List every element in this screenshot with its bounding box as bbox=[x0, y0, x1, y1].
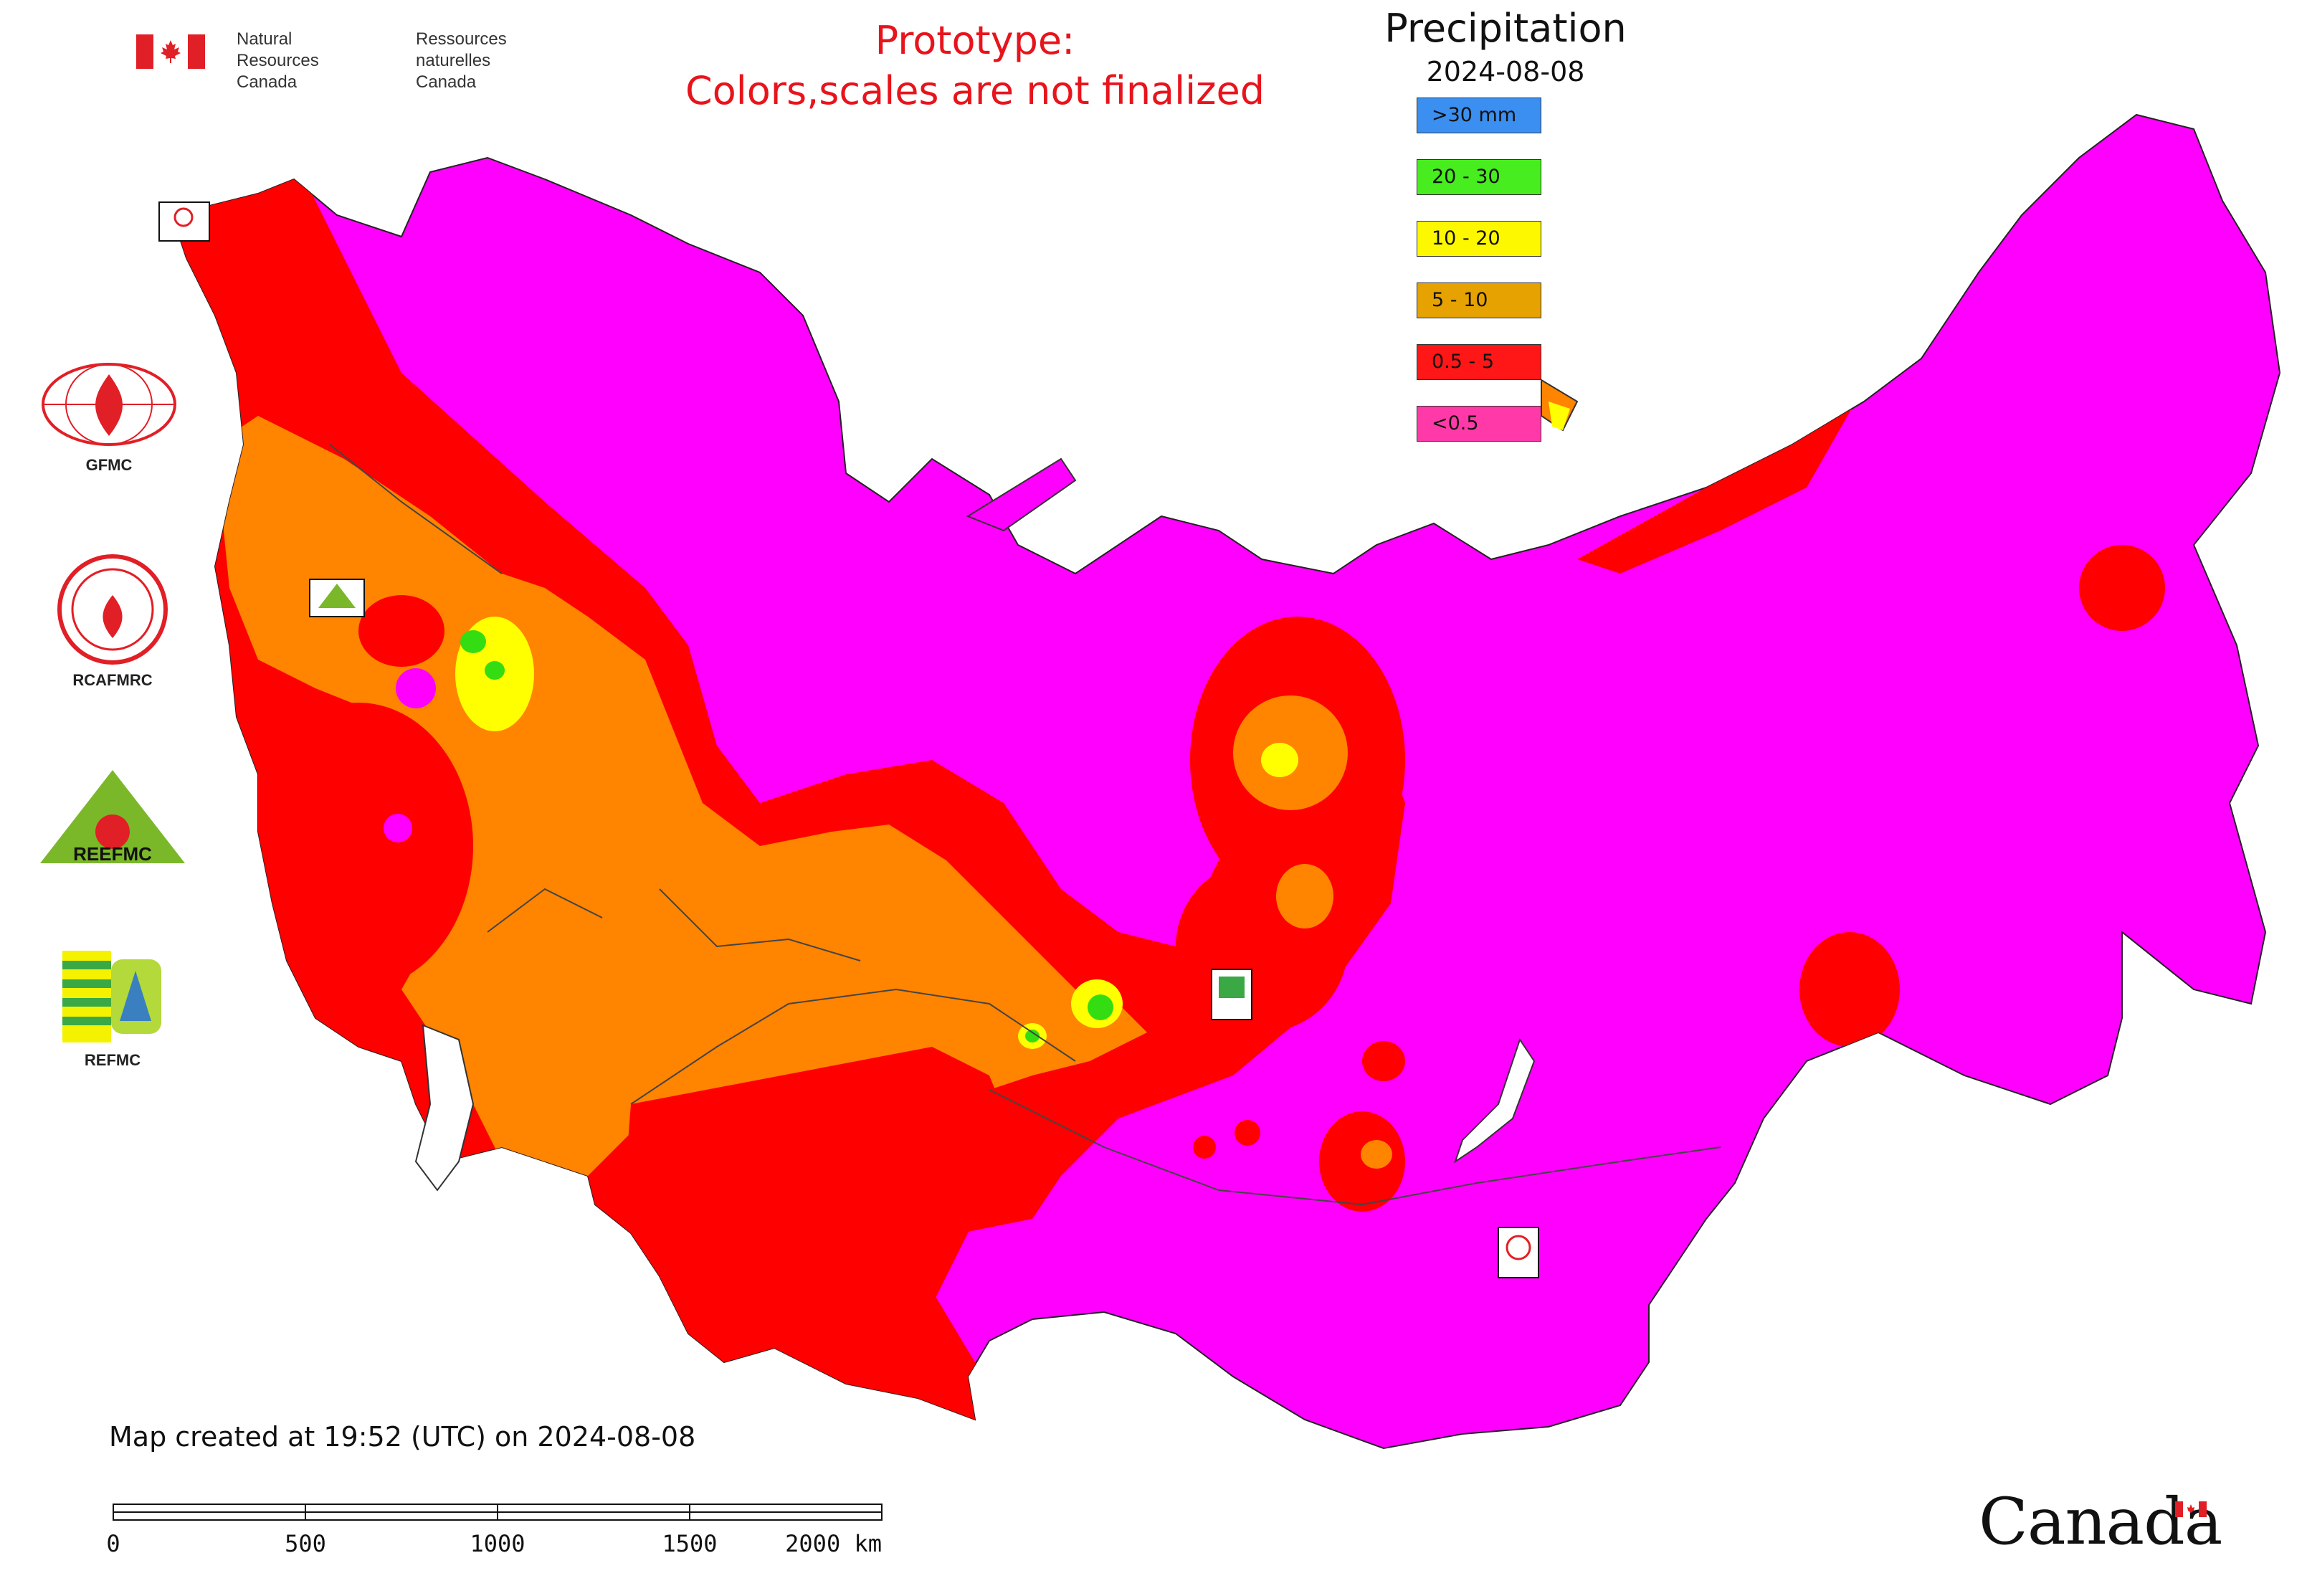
scale-tick-0: 0 bbox=[108, 1530, 120, 1557]
svg-text:REEFMC: REEFMC bbox=[73, 843, 152, 865]
legend-title: Precipitation bbox=[1384, 6, 1627, 51]
region-lt-0-5-spot bbox=[396, 668, 436, 708]
rcafmrc-label: RCAFMRC bbox=[72, 671, 153, 689]
department-name-fr: Ressources naturelles Canada bbox=[416, 29, 507, 92]
region-0-5-5-pocket bbox=[358, 595, 444, 667]
region-0-5-5-kamchatka bbox=[2079, 545, 2165, 631]
novaya-zemlya bbox=[966, 457, 1077, 532]
country-borders bbox=[329, 444, 1721, 1206]
gfmc-globe-icon bbox=[42, 363, 176, 446]
gfmc-label: GFMC bbox=[85, 456, 133, 474]
legend: >30 mm 20 - 30 10 - 20 5 - 10 0.5 - 5 <0… bbox=[1417, 98, 1543, 467]
region-20-30-spot bbox=[460, 630, 486, 653]
legend-item-lt0-5: <0.5 bbox=[1417, 406, 1541, 442]
region-5-10-spot bbox=[1361, 1140, 1392, 1169]
region-10-20-spot bbox=[1261, 743, 1298, 777]
reefmc-map-marker[interactable] bbox=[309, 579, 365, 617]
rcafmrc-seal-icon bbox=[57, 554, 168, 665]
region-0-5-5-dot bbox=[1235, 1120, 1260, 1146]
region-lt-0-5-spot bbox=[384, 814, 412, 842]
legend-item-10-20: 10 - 20 bbox=[1417, 221, 1541, 257]
new-siberian-islands-spot bbox=[1549, 402, 1570, 430]
reefmc-triangle-icon: REEFMC bbox=[40, 770, 185, 865]
region-20-30-spot bbox=[485, 661, 505, 680]
region-20-30-spot bbox=[1025, 1030, 1040, 1042]
canada-flag-icon bbox=[136, 34, 205, 69]
prototype-notice: Prototype: Colors,scales are not finaliz… bbox=[685, 18, 1265, 113]
legend-item-5-10: 5 - 10 bbox=[1417, 282, 1541, 318]
caspian-sea bbox=[414, 1024, 475, 1192]
scale-tick-1500: 1500 bbox=[662, 1530, 717, 1557]
scale-tick-2000: 2000 km bbox=[785, 1530, 882, 1557]
canada-wordmark: Canada bbox=[1979, 1484, 2222, 1559]
department-name-en: Natural Resources Canada bbox=[237, 29, 319, 92]
refmc-emblem-icon bbox=[62, 951, 161, 1042]
reefmc-logo[interactable]: REEFMC bbox=[37, 767, 188, 879]
rcafmrc-logo[interactable]: RCAFMRC bbox=[52, 552, 173, 690]
region-0-5-5-chukotka bbox=[1878, 115, 1964, 186]
refmc-label: REFMC bbox=[84, 1051, 141, 1069]
scale-tick-500: 500 bbox=[285, 1530, 326, 1557]
scale-bar: 0 500 1000 1500 2000 km bbox=[108, 1504, 883, 1557]
legend-item-20-30: 20 - 30 bbox=[1417, 159, 1541, 195]
gfmc-map-marker[interactable] bbox=[158, 201, 210, 242]
legend-item-0-5-5: 0.5 - 5 bbox=[1417, 344, 1541, 380]
region-20-30-spot bbox=[1088, 994, 1113, 1020]
gfmc-logo[interactable]: GFMC bbox=[37, 358, 181, 475]
legend-item-gt30: >30 mm bbox=[1417, 98, 1541, 133]
refmc-map-marker[interactable] bbox=[1211, 969, 1252, 1020]
refmc-logo[interactable]: REFMC bbox=[52, 946, 173, 1070]
lake-baikal bbox=[1454, 1037, 1536, 1164]
legend-date: 2024-08-08 bbox=[1426, 56, 1585, 87]
region-0-5-5-dot bbox=[1362, 1041, 1405, 1081]
scale-tick-1000: 1000 bbox=[470, 1530, 525, 1557]
canada-wordmark-flag-icon bbox=[2175, 1501, 2207, 1517]
region-5-10-spot bbox=[1276, 864, 1333, 928]
region-0-5-5-baikal-west bbox=[1319, 1111, 1405, 1212]
region-0-5-5-dot bbox=[1193, 1136, 1216, 1159]
region-0-5-5-south bbox=[617, 1047, 1018, 1434]
region-0-5-5-west-pocket bbox=[244, 703, 473, 989]
region-0-5-5-amur bbox=[1799, 932, 1900, 1047]
region-5-10 bbox=[215, 416, 1147, 1176]
rcafmrc-map-marker[interactable] bbox=[1498, 1227, 1539, 1278]
map-created-timestamp: Map created at 19:52 (UTC) on 2024-08-08 bbox=[109, 1421, 696, 1453]
